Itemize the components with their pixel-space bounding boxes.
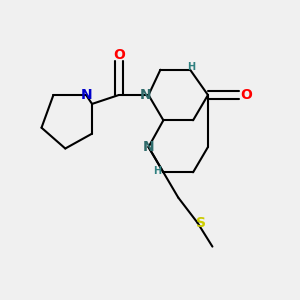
- Text: S: S: [196, 216, 206, 230]
- Text: N: N: [140, 88, 152, 102]
- Text: H: H: [153, 166, 161, 176]
- Text: O: O: [113, 49, 125, 62]
- Text: O: O: [240, 88, 252, 102]
- Text: H: H: [188, 62, 196, 72]
- Text: N: N: [143, 140, 154, 154]
- Text: N: N: [80, 88, 92, 102]
